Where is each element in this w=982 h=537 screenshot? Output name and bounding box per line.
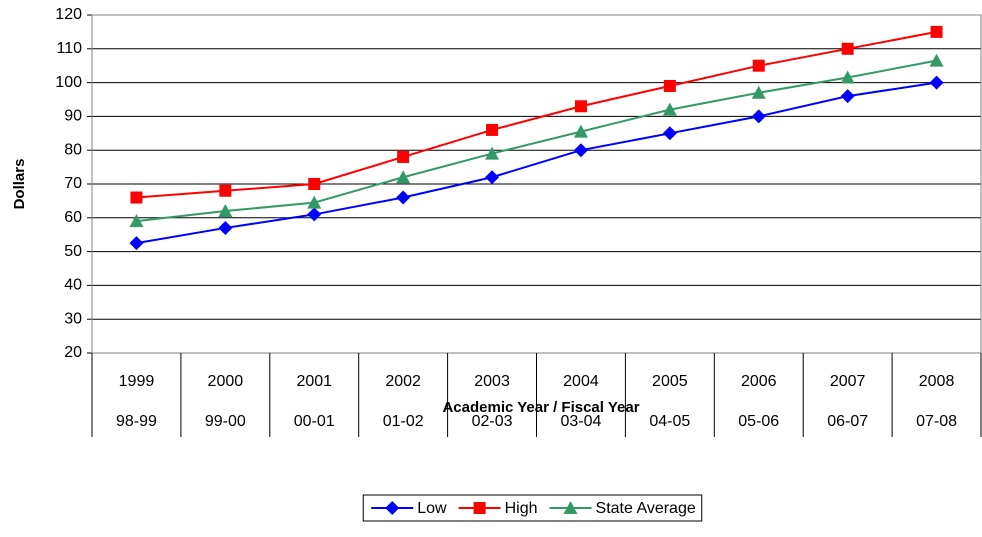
- data-point: [573, 143, 588, 158]
- data-point: [130, 191, 143, 204]
- data-point: [930, 25, 943, 38]
- data-point: [307, 195, 322, 209]
- data-point: [308, 178, 321, 190]
- x-tick-label: 2004: [563, 373, 599, 390]
- y-tick-label: 20: [64, 344, 82, 361]
- data-point: [662, 102, 677, 116]
- data-point: [751, 109, 766, 124]
- y-tick-label: 80: [64, 141, 82, 158]
- data-point: [929, 75, 944, 90]
- data-point: [752, 59, 765, 72]
- legend-label: State Average: [596, 500, 696, 517]
- y-tick-label: 120: [55, 6, 82, 23]
- data-point: [129, 236, 144, 251]
- x-tick-label: 2008: [919, 373, 955, 390]
- data-point: [662, 126, 677, 141]
- y-tick-label: 110: [56, 40, 82, 57]
- data-point: [574, 100, 587, 113]
- x-tick-label: 2003: [474, 373, 510, 390]
- y-axis-title: Dollars: [11, 159, 28, 210]
- x-tick-label: 2002: [385, 373, 421, 390]
- y-tick-label: 90: [64, 108, 82, 125]
- series-line: [136, 30, 937, 199]
- x-tick-label: 2000: [208, 373, 244, 390]
- data-point: [485, 146, 500, 160]
- data-point: [129, 214, 144, 228]
- data-point: [573, 124, 588, 138]
- y-tick-label: 70: [64, 175, 82, 192]
- legend-marker: [385, 501, 400, 515]
- x-axis-title: Academic Year / Fiscal Year: [442, 399, 639, 416]
- x-tick-label: 1999: [119, 373, 155, 390]
- y-tick-label: 40: [64, 277, 82, 294]
- x-tick-label: 2001: [296, 373, 332, 390]
- data-point: [751, 85, 766, 99]
- y-tick-label: 100: [55, 74, 82, 91]
- legend-marker: [473, 502, 486, 514]
- legend: Low High State Average: [362, 494, 703, 522]
- x-tick-sublabel: 06-07: [827, 413, 868, 430]
- data-point: [397, 150, 410, 163]
- data-point: [929, 53, 944, 67]
- data-point: [307, 207, 322, 222]
- series-line: [136, 81, 937, 245]
- x-tick-label: 2006: [741, 373, 777, 390]
- series-line: [136, 59, 937, 223]
- data-point: [840, 89, 855, 104]
- data-point: [219, 184, 232, 197]
- data-point: [840, 70, 855, 84]
- data-point: [841, 42, 854, 55]
- legend-box: [362, 494, 703, 522]
- legend-label: Low: [417, 500, 447, 517]
- data-point: [218, 220, 233, 235]
- x-tick-sublabel: 00-01: [294, 413, 335, 430]
- x-tick-sublabel: 01-02: [383, 413, 424, 430]
- x-tick-sublabel: 03-04: [560, 413, 601, 430]
- data-point: [485, 170, 500, 185]
- legend-label: High: [505, 500, 538, 517]
- data-point: [396, 170, 411, 184]
- data-point: [396, 190, 411, 205]
- x-tick-sublabel: 05-06: [738, 413, 779, 430]
- y-tick-label: 50: [64, 243, 82, 260]
- y-tick-label: 60: [64, 209, 82, 226]
- data-point: [218, 204, 233, 218]
- legend-marker: [563, 501, 578, 514]
- y-tick-label: 30: [64, 310, 82, 327]
- x-tick-sublabel: 98-99: [116, 413, 157, 430]
- x-tick-sublabel: 04-05: [649, 413, 690, 430]
- x-tick-sublabel: 99-00: [205, 413, 246, 430]
- x-tick-label: 2007: [830, 373, 866, 390]
- x-tick-sublabel: 02-03: [472, 413, 513, 430]
- x-tick-sublabel: 07-08: [916, 413, 957, 430]
- data-point: [663, 79, 676, 92]
- x-tick-label: 2005: [652, 373, 688, 390]
- data-point: [486, 123, 499, 136]
